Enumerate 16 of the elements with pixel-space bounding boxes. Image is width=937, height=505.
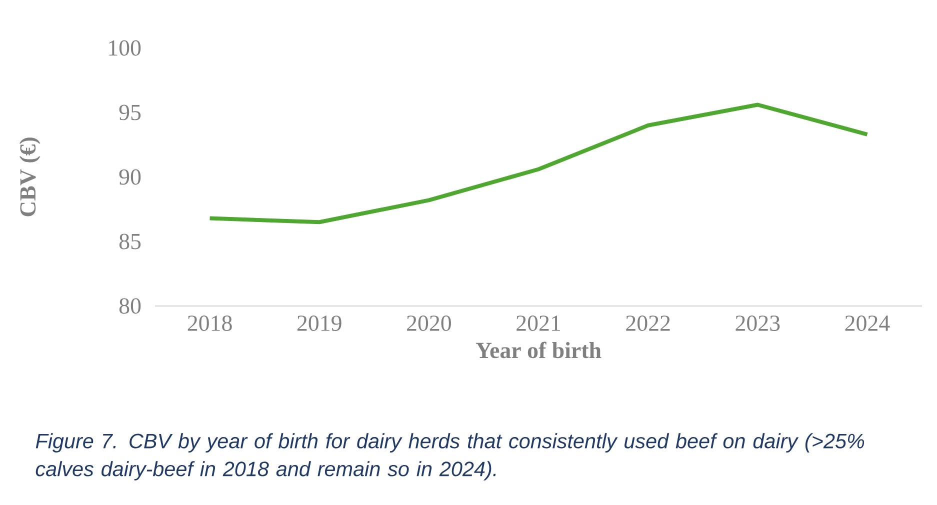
y-tick-label: 80 [119,298,141,314]
y-axis-title: CBV (€) [19,138,40,216]
x-tick-label: 2022 [626,315,670,331]
x-tick-label: 2020 [407,315,451,331]
x-tick-label: 2019 [297,315,342,331]
x-tick-label: 2023 [736,315,780,331]
y-tick-label: 95 [119,104,141,120]
x-tick-label: 2018 [188,315,232,331]
x-tick-label: 2024 [845,315,890,331]
caption: Figure 7. CBV by year of birth for dairy herds that consistently used beef on dairy (>25% calves dairy-beef in 2018 and remain so in 2024). [36,433,864,480]
x-axis-title: Year of birth [476,342,602,358]
y-tick-label: 90 [119,169,141,185]
y-tick-label: 85 [119,234,141,250]
y-tick-label: 100 [109,40,141,56]
line-series [208,102,870,224]
x-tick-label: 2021 [516,315,560,331]
